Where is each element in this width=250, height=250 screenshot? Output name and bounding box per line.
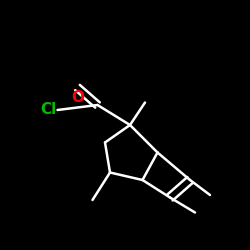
Text: Cl: Cl bbox=[40, 102, 56, 118]
Text: O: O bbox=[71, 90, 84, 105]
